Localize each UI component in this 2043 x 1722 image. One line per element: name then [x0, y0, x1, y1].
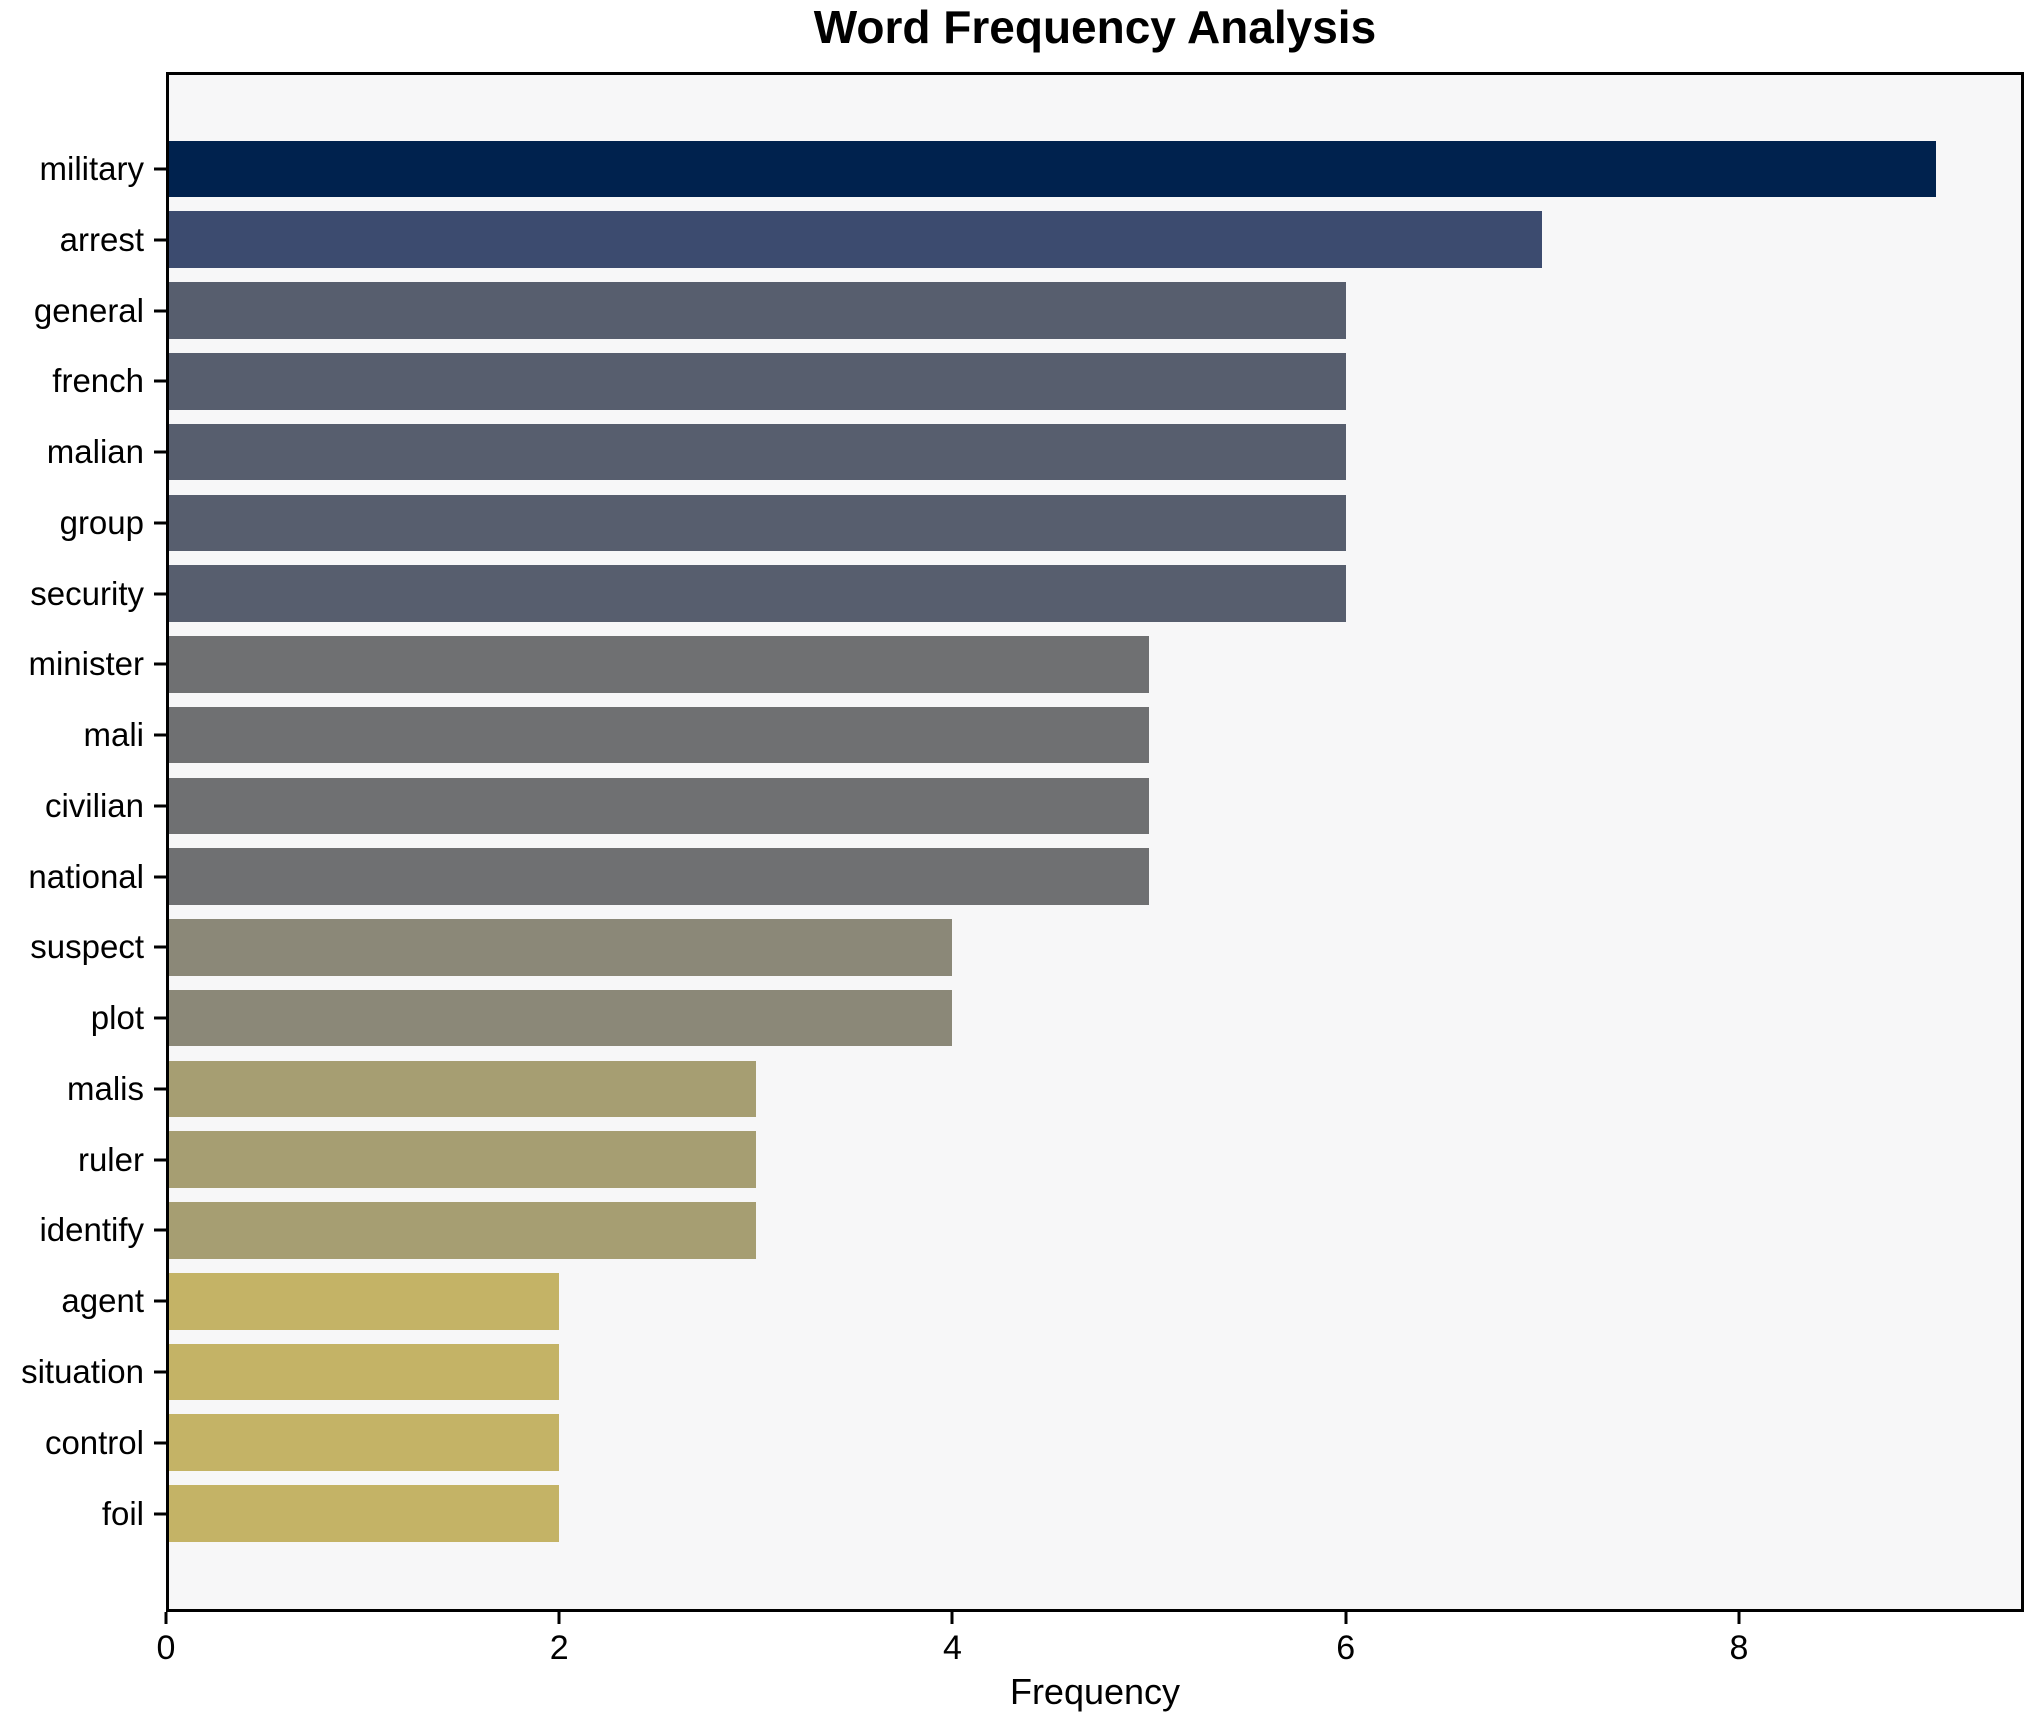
- bar-malian: [166, 423, 1346, 481]
- x-tick-label-8: 8: [1729, 1629, 1749, 1667]
- y-tick-national: [154, 875, 166, 879]
- bar-minister: [166, 636, 1150, 693]
- y-tick-suspect: [154, 945, 166, 949]
- y-tick-malis: [154, 1087, 166, 1091]
- y-tick-label-arrest: arrest: [59, 220, 144, 258]
- x-tick-label-0: 0: [156, 1629, 176, 1667]
- x-tick-4: [950, 1612, 954, 1624]
- x-tick-label-6: 6: [1336, 1629, 1356, 1667]
- y-tick-military: [154, 167, 166, 171]
- x-tick-label-4: 4: [942, 1629, 962, 1667]
- y-tick-label-malian: malian: [46, 432, 144, 470]
- y-tick-french: [154, 379, 166, 383]
- bar-group: [166, 494, 1346, 552]
- bar-arrest: [166, 211, 1543, 269]
- bar-identify: [166, 1202, 756, 1259]
- x-axis-label: Frequency: [1009, 1671, 1181, 1712]
- y-tick-label-identify: identify: [39, 1211, 144, 1249]
- x-tick-0: [164, 1612, 168, 1624]
- y-tick-arrest: [154, 238, 166, 242]
- y-tick-label-general: general: [33, 291, 144, 329]
- y-tick-label-ruler: ruler: [77, 1140, 144, 1178]
- y-tick-label-control: control: [44, 1423, 144, 1461]
- y-tick-label-civilian: civilian: [44, 786, 144, 824]
- y-tick-identify: [154, 1228, 166, 1232]
- y-tick-agent: [154, 1299, 166, 1303]
- bar-security: [166, 565, 1346, 622]
- bar-ruler: [166, 1131, 756, 1188]
- y-tick-minister: [154, 662, 166, 666]
- y-tick-security: [154, 592, 166, 596]
- y-tick-label-group: group: [59, 503, 144, 541]
- bar-plot: [166, 989, 953, 1047]
- y-tick-label-mali: mali: [83, 715, 144, 753]
- y-tick-mali: [154, 733, 166, 737]
- y-tick-general: [154, 309, 166, 313]
- y-tick-foil: [154, 1512, 166, 1515]
- chart-title: Word Frequency Analysis: [813, 1, 1377, 53]
- bar-agent: [166, 1272, 560, 1330]
- y-tick-label-french: french: [52, 362, 144, 400]
- bar-suspect: [166, 919, 953, 976]
- y-tick-plot: [154, 1016, 166, 1020]
- bar-general: [166, 282, 1346, 339]
- y-tick-label-minister: minister: [28, 645, 144, 683]
- y-tick-group: [154, 521, 166, 525]
- y-tick-label-situation: situation: [21, 1352, 144, 1390]
- y-tick-label-military: military: [39, 149, 145, 187]
- x-tick-8: [1737, 1612, 1741, 1624]
- x-tick-6: [1344, 1612, 1348, 1624]
- y-tick-label-national: national: [28, 857, 144, 895]
- x-tick-label-2: 2: [549, 1629, 569, 1667]
- plot-area: Frequency military arrest general french mal…: [21, 72, 2024, 1710]
- y-tick-malian: [154, 450, 166, 454]
- y-tick-label-agent: agent: [61, 1282, 144, 1320]
- y-tick-label-malis: malis: [66, 1069, 144, 1107]
- bar-control: [166, 1414, 560, 1472]
- y-tick-label-security: security: [30, 574, 144, 612]
- bar-french: [166, 352, 1346, 410]
- bar-situation: [166, 1343, 560, 1401]
- bar-mali: [166, 706, 1150, 764]
- y-tick-civilian: [154, 804, 166, 808]
- y-tick-control: [154, 1441, 166, 1445]
- y-tick-ruler: [154, 1158, 166, 1162]
- y-tick-label-plot: plot: [90, 998, 144, 1036]
- y-tick-situation: [154, 1370, 166, 1374]
- bar-malis: [166, 1060, 756, 1118]
- bar-foil: [166, 1485, 560, 1542]
- bar-national: [166, 848, 1150, 905]
- x-tick-2: [557, 1612, 561, 1624]
- bar-military: [166, 140, 1936, 198]
- y-tick-label-foil: foil: [101, 1494, 144, 1532]
- bar-civilian: [166, 777, 1150, 835]
- y-tick-label-suspect: suspect: [30, 928, 144, 966]
